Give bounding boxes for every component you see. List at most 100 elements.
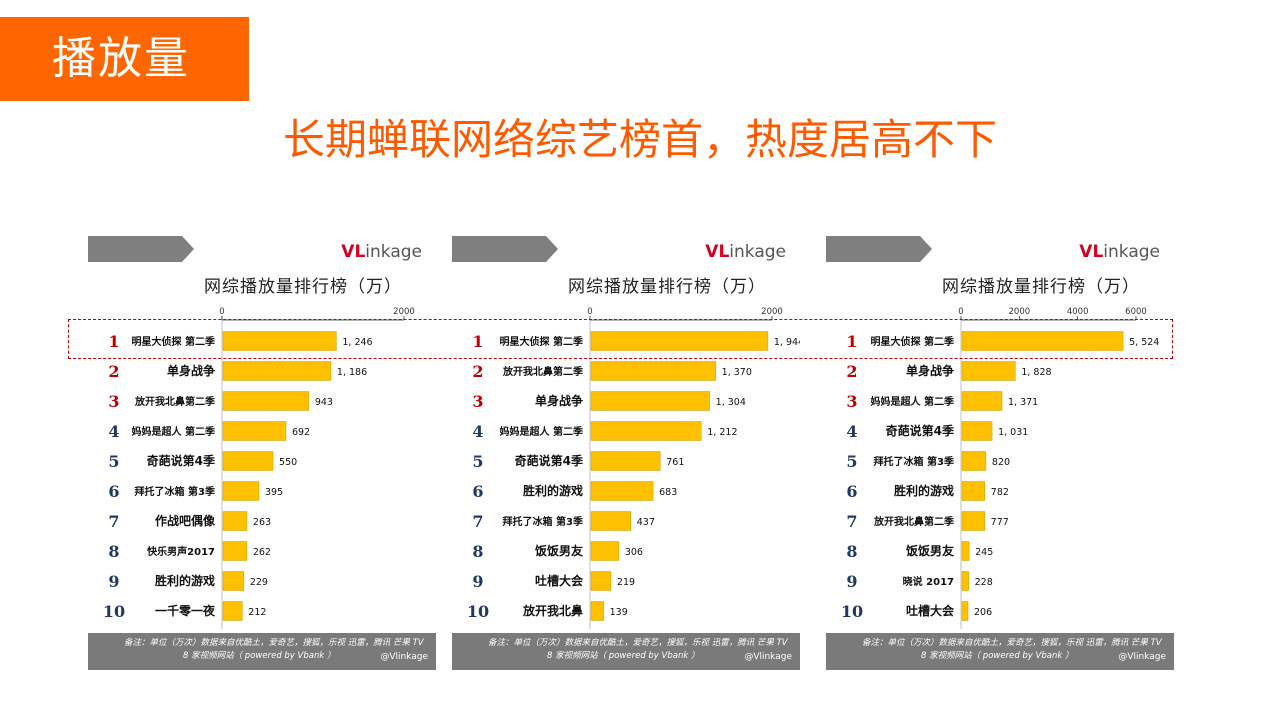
chart-date: 04月15日 (834, 274, 906, 292)
bar (222, 451, 274, 471)
bar (222, 331, 337, 351)
vlinkage-logo: VLinkage (705, 242, 786, 262)
value-label: 1, 246 (342, 337, 372, 348)
chart-title: 网综播放量排行榜（万） (568, 277, 766, 297)
value-label: 761 (666, 457, 684, 468)
vlinkage-logo: VLinkage (341, 242, 422, 262)
value-label: 139 (610, 607, 628, 618)
chart-footer: 备注：单位（万次）数据来自优酷土，爱奇艺，搜狐，乐视 迅雷，腾讯 芒果 TV 8… (826, 633, 1174, 670)
value-label: 437 (637, 517, 655, 528)
category-label: 明星大侦探 第二季 (132, 335, 216, 348)
x-tick-label: 2000 (761, 307, 783, 317)
ranking-panel-apr15: 0 2000 4000 6000 1 明星大侦探 第二季 5, 524 2 单身战争 1, 828… (826, 236, 1174, 672)
bar (590, 361, 716, 381)
footer-note: 备注：单位（万次）数据来自优酷土，爱奇艺，搜狐，乐视 迅雷，腾讯 芒果 TV (124, 638, 424, 648)
rank-number: 10 (103, 602, 125, 621)
value-label: 306 (625, 547, 643, 558)
bar (590, 391, 710, 411)
chart-date: 04月16日 (460, 274, 532, 292)
rank-number: 7 (472, 512, 483, 531)
category-label: 明星大侦探 第二季 (871, 335, 955, 348)
date-banner (88, 236, 194, 262)
value-label: 5, 524 (1129, 337, 1159, 348)
bar (961, 571, 969, 591)
rank-number: 8 (472, 542, 483, 561)
bar (590, 541, 620, 561)
bar (590, 421, 702, 441)
weibo-handle: @Vlinkage (380, 652, 428, 662)
category-label: 放开我北鼻第二季 (502, 365, 584, 378)
category-label: 饭饭男友 (905, 543, 954, 558)
value-label: 1, 371 (1008, 397, 1038, 408)
value-label: 820 (992, 457, 1010, 468)
rank-number: 3 (846, 392, 857, 411)
rank-number: 6 (472, 482, 483, 501)
rank-number: 3 (108, 392, 119, 411)
footer-source: 8 家视频网站（ powered by Vbank ） (547, 651, 700, 661)
bar (222, 421, 287, 441)
bar (590, 511, 632, 531)
rank-number: 6 (108, 482, 119, 501)
rank-number: 1 (846, 332, 857, 351)
bar (961, 601, 969, 621)
date-banner (452, 236, 558, 262)
top-rank-highlight (68, 319, 1173, 359)
category-label: 拜托了冰箱 第3季 (503, 515, 584, 528)
rank-number: 7 (846, 512, 857, 531)
chart-footer: 备注：单位（万次）数据来自优酷土，爱奇艺，搜狐，乐视 迅雷，腾讯 芒果 TV 8… (88, 633, 436, 670)
value-label: 228 (975, 577, 993, 588)
category-label: 一千零一夜 (155, 603, 216, 618)
rank-number: 8 (108, 542, 119, 561)
rank-number: 2 (846, 362, 857, 381)
value-label: 777 (991, 517, 1009, 528)
category-label: 拜托了冰箱 第3季 (874, 455, 955, 468)
chart-svg: 0 2000 1 明星大侦探 第二季 1, 944 2 放开我北鼻第二季 1, 370 3 单身战… (467, 307, 800, 629)
bar (222, 541, 248, 561)
chart-svg: 0 2000 4000 6000 1 明星大侦探 第二季 5, 524 2 单身战争 1, 828… (841, 307, 1159, 629)
category-label: 放开我北鼻第二季 (134, 395, 216, 408)
bar (961, 331, 1124, 351)
category-label: 妈妈是超人 第二季 (132, 425, 216, 438)
value-label: 1, 304 (716, 397, 746, 408)
value-label: 263 (253, 517, 271, 528)
rank-number: 9 (108, 572, 119, 591)
value-label: 395 (265, 487, 283, 498)
rank-number: 4 (472, 422, 483, 441)
category-label: 放开我北鼻 (522, 603, 583, 618)
rank-number: 1 (108, 332, 119, 351)
value-label: 1, 186 (337, 367, 367, 378)
bar (222, 601, 243, 621)
category-label: 吐槽大会 (906, 603, 955, 618)
rank-number: 5 (472, 452, 483, 471)
value-label: 1, 944 (774, 337, 800, 348)
bar (590, 601, 604, 621)
bar (961, 541, 970, 561)
x-tick-label: 0 (587, 307, 592, 317)
value-label: 782 (991, 487, 1009, 498)
bar (222, 571, 245, 591)
chart-title: 网综播放量排行榜（万） (204, 277, 402, 297)
value-label: 550 (279, 457, 297, 468)
bar (222, 391, 310, 411)
bar (961, 421, 993, 441)
category-label: 明星大侦探 第二季 (500, 335, 584, 348)
bar (961, 391, 1003, 411)
value-label: 1, 031 (998, 427, 1028, 438)
value-label: 229 (250, 577, 268, 588)
category-label: 快乐男声2017 (146, 545, 215, 558)
ranking-panel-apr17: 0 2000 1 明星大侦探 第二季 1, 246 2 单身战争 1, 186 3 放开我北鼻第二… (88, 236, 436, 672)
footer-source: 8 家视频网站（ powered by Vbank ） (921, 651, 1074, 661)
chart-footer: 备注：单位（万次）数据来自优酷土，爱奇艺，搜狐，乐视 迅雷，腾讯 芒果 TV 8… (452, 633, 800, 670)
category-label: 拜托了冰箱 第3季 (135, 485, 216, 498)
x-tick-label: 0 (958, 307, 963, 317)
value-label: 212 (248, 607, 266, 618)
footer-note: 备注：单位（万次）数据来自优酷土，爱奇艺，搜狐，乐视 迅雷，腾讯 芒果 TV (862, 638, 1162, 648)
bar (590, 481, 654, 501)
rank-number: 4 (846, 422, 857, 441)
bar (590, 451, 661, 471)
category-label: 妈妈是超人 第二季 (871, 395, 955, 408)
category-label: 胜利的游戏 (155, 573, 215, 588)
bar (590, 571, 612, 591)
rank-number: 7 (108, 512, 119, 531)
value-label: 219 (617, 577, 635, 588)
